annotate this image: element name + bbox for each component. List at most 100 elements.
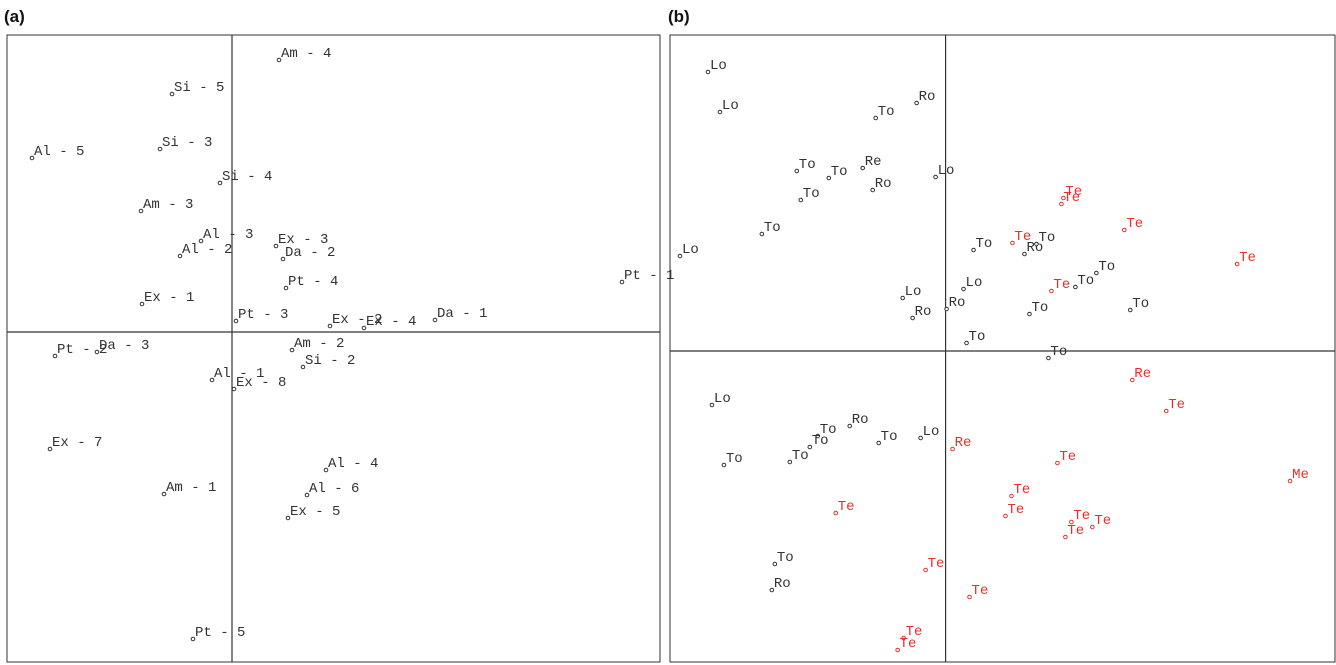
- point: [1287, 478, 1293, 484]
- point: [1094, 270, 1099, 276]
- point: [1063, 534, 1068, 540]
- point: [1010, 240, 1015, 246]
- point-label: To: [803, 186, 820, 202]
- point-label: Ex - 1: [144, 290, 194, 306]
- point: [677, 253, 683, 259]
- point-label: Te: [1067, 523, 1084, 539]
- point-label: To: [1031, 300, 1048, 316]
- point: [1130, 377, 1135, 383]
- point-label: Te: [906, 624, 923, 640]
- point: [1046, 355, 1051, 361]
- point: [361, 325, 367, 331]
- point: [327, 323, 333, 329]
- point-label: Si - 4: [222, 169, 272, 185]
- point: [798, 197, 804, 203]
- point: [918, 435, 923, 441]
- point-label: To: [792, 448, 809, 464]
- point-label: To: [831, 164, 848, 180]
- point-label: Te: [1094, 513, 1111, 529]
- point-label: Lo: [938, 163, 955, 179]
- point-label: Al - 5: [34, 144, 84, 160]
- point: [759, 231, 765, 237]
- point-label: Ex - 2: [332, 312, 382, 328]
- point: [971, 247, 976, 253]
- point: [1055, 460, 1060, 466]
- point-label: Te: [1014, 229, 1031, 245]
- point: [198, 238, 204, 244]
- point-label: To: [878, 104, 895, 120]
- point: [794, 168, 800, 174]
- point: [876, 440, 881, 446]
- point-label: Al - 6: [309, 481, 359, 497]
- point-label: Ro: [1026, 240, 1043, 256]
- point-label: To: [881, 429, 898, 445]
- point: [169, 91, 175, 97]
- point-label: To: [1132, 296, 1149, 312]
- point-label: Te: [1239, 250, 1256, 266]
- point-label: Ro: [949, 295, 966, 311]
- point: [280, 256, 286, 262]
- point-label: Lo: [966, 275, 983, 291]
- point-label: Al - 2: [182, 242, 232, 258]
- point: [1163, 408, 1169, 414]
- point-label: Te: [1065, 184, 1082, 200]
- point-label: Lo: [905, 284, 922, 300]
- point: [847, 423, 853, 429]
- point-label: Pt - 1: [624, 268, 674, 284]
- point-label: To: [1050, 344, 1067, 360]
- point: [1069, 519, 1074, 525]
- point: [190, 636, 196, 642]
- point: [300, 364, 306, 370]
- point-label: Ro: [919, 89, 936, 105]
- point: [1073, 284, 1078, 290]
- point-label: Te: [1168, 397, 1185, 413]
- point-label: Ex - 8: [236, 375, 286, 391]
- point: [273, 243, 279, 249]
- point-label: Si - 3: [162, 135, 212, 151]
- point-label: Pt - 3: [238, 307, 288, 323]
- point-label: Am - 1: [166, 480, 216, 496]
- point-label: Ex - 7: [52, 435, 102, 451]
- point: [721, 462, 727, 468]
- point-label: To: [777, 550, 794, 566]
- panel-title: (a): [4, 7, 25, 26]
- point: [870, 187, 875, 193]
- point-label: To: [820, 422, 837, 438]
- point: [1234, 261, 1240, 267]
- point-label: Al - 4: [328, 456, 378, 472]
- point-label: To: [1098, 259, 1115, 275]
- point: [787, 459, 793, 465]
- point: [161, 491, 167, 497]
- point: [833, 510, 839, 516]
- point-label: Lo: [722, 98, 739, 114]
- point-label: Re: [1134, 366, 1151, 382]
- point-label: To: [969, 329, 986, 345]
- point: [961, 286, 966, 292]
- point-label: Pt - 2: [57, 342, 107, 358]
- point-label: Lo: [714, 391, 731, 407]
- point: [1122, 227, 1127, 233]
- point: [709, 402, 715, 408]
- point-label: Si - 2: [305, 353, 355, 369]
- point: [1009, 493, 1014, 499]
- point: [967, 594, 972, 600]
- point-label: Am - 4: [281, 46, 331, 62]
- point-label: To: [1038, 230, 1055, 246]
- point-label: Pt - 5: [195, 625, 245, 641]
- point-label: Me: [1292, 467, 1309, 483]
- point-label: Lo: [682, 242, 699, 258]
- point: [910, 315, 915, 321]
- point-label: Ex - 5: [290, 504, 340, 520]
- point: [323, 467, 329, 473]
- point-label: Te: [1063, 190, 1080, 206]
- point: [826, 175, 832, 181]
- point: [950, 446, 955, 452]
- point-label: Ro: [915, 304, 932, 320]
- point-label: Ro: [875, 176, 892, 192]
- point: [1034, 241, 1039, 247]
- point: [157, 146, 163, 152]
- point: [233, 318, 239, 324]
- point-label: Re: [865, 154, 882, 170]
- point-label: To: [812, 433, 829, 449]
